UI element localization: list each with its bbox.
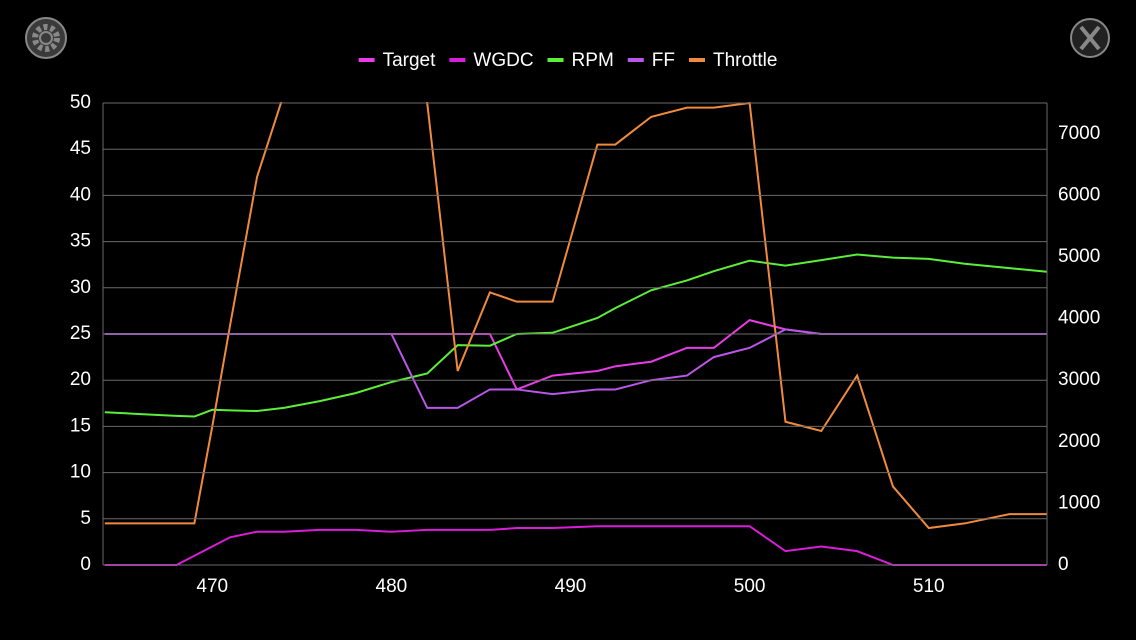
legend-swatch xyxy=(627,58,644,62)
y-tick-label: 20 xyxy=(70,369,91,390)
legend-swatch xyxy=(547,58,564,62)
x-tick-label: 500 xyxy=(734,576,766,597)
legend-label: RPM xyxy=(572,50,614,71)
x-tick-label: 490 xyxy=(555,576,587,597)
y2-tick-label: 0 xyxy=(1058,554,1069,575)
legend-swatch xyxy=(689,58,705,62)
plot-area xyxy=(104,102,1047,566)
y-tick-label: 35 xyxy=(70,231,91,252)
series-line xyxy=(104,319,1047,391)
y2-tick-label: 6000 xyxy=(1058,184,1100,205)
y-tick-label: 5 xyxy=(80,508,91,529)
y-tick-label: 40 xyxy=(70,184,91,205)
series-line xyxy=(104,525,1047,566)
legend-label: FF xyxy=(652,50,675,71)
x-tick-label: 510 xyxy=(913,576,945,597)
legend-swatch xyxy=(449,58,466,62)
y-tick-label: 15 xyxy=(70,415,91,436)
y2-tick-label: 7000 xyxy=(1058,123,1100,144)
settings-button[interactable] xyxy=(25,17,67,59)
close-button[interactable] xyxy=(1070,18,1110,58)
y-tick-label: 50 xyxy=(70,92,91,113)
legend-label: Throttle xyxy=(713,50,777,71)
y-tick-label: 25 xyxy=(70,323,91,344)
series-line xyxy=(104,328,1047,409)
legend-label: Target xyxy=(383,50,437,71)
y2-tick-label: 5000 xyxy=(1058,246,1100,267)
y-tick-label: 0 xyxy=(80,554,91,575)
y2-tick-label: 4000 xyxy=(1058,308,1100,329)
legend-label: WGDC xyxy=(473,50,533,71)
x-tick-label: 470 xyxy=(196,576,228,597)
x-tick-label: 480 xyxy=(376,576,408,597)
y-tick-label: 45 xyxy=(70,138,91,159)
y2-tick-label: 2000 xyxy=(1058,431,1100,452)
y2-tick-label: 3000 xyxy=(1058,369,1100,390)
series-line xyxy=(104,102,1047,530)
y-tick-label: 30 xyxy=(70,277,91,298)
legend-swatch xyxy=(358,58,375,62)
y2-tick-label: 1000 xyxy=(1058,492,1100,513)
y-tick-label: 10 xyxy=(70,462,91,483)
